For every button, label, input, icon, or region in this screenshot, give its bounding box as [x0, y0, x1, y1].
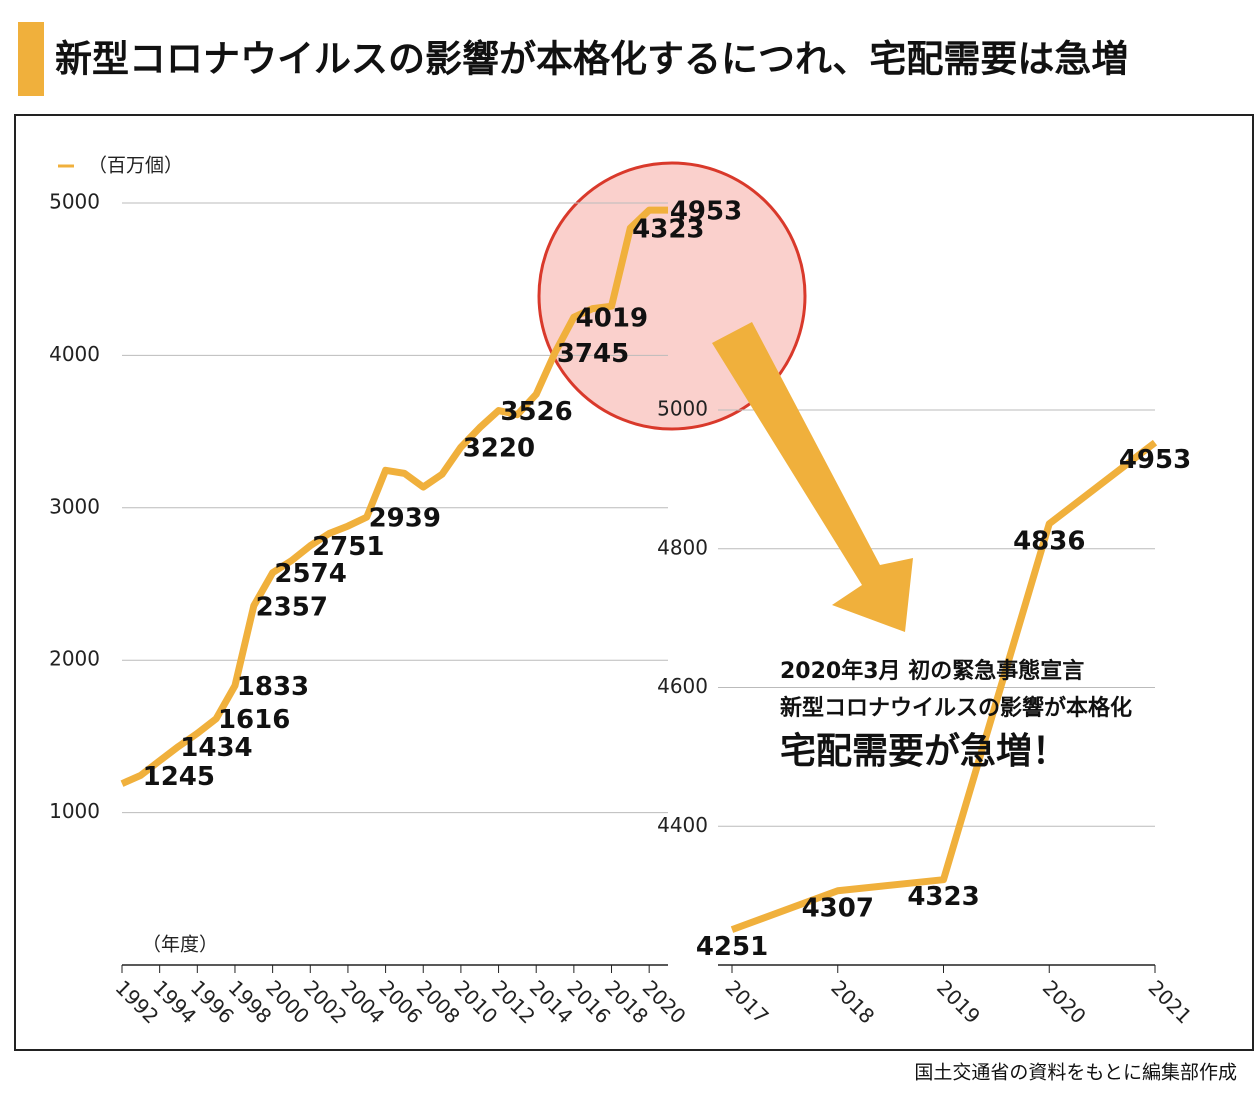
y-tick-label: 3000: [49, 494, 100, 518]
x-tick-label: 1994: [148, 975, 201, 1028]
source: 国土交通省の資料をもとに編集部作成: [914, 1062, 1237, 1084]
x-tick-label: 2002: [299, 975, 352, 1028]
x-tick-label: 2006: [374, 975, 427, 1028]
y-tick-label: 4000: [49, 342, 100, 366]
x-tick-label: 2012: [487, 975, 540, 1028]
data-label: 4323: [907, 882, 979, 912]
data-label: 1245: [143, 762, 215, 792]
data-label: 4836: [1013, 526, 1085, 556]
data-label: 4307: [802, 893, 874, 923]
x-tick-label: 2014: [525, 975, 578, 1028]
data-label: 2751: [312, 532, 384, 562]
x-tick-label: 2008: [412, 975, 465, 1028]
data-label: 3220: [463, 434, 535, 464]
arrow: [712, 322, 913, 632]
x-tick-label: 2016: [562, 975, 615, 1028]
x-tick-label: 2019: [932, 975, 985, 1028]
x-tick-label: 2004: [337, 975, 390, 1028]
x-tick-label: 2021: [1144, 975, 1197, 1028]
annotation: 宅配需要が急増！: [780, 730, 1068, 772]
y-tick-label: 1000: [49, 799, 100, 823]
data-label: 1833: [237, 672, 309, 702]
data-label: 1616: [218, 705, 290, 735]
x-tick-label: 1998: [224, 975, 277, 1028]
x-tick-label: 2018: [826, 975, 879, 1028]
data-label: 3526: [500, 397, 572, 427]
data-label: 3745: [557, 339, 629, 369]
data-label: 4019: [576, 304, 648, 334]
data-line: [120, 206, 668, 787]
x-tick-label: 2000: [261, 975, 314, 1028]
unit-label: （百万個）: [88, 155, 183, 177]
x-axis-label: （年度）: [142, 934, 218, 956]
annotation: 新型コロナウイルスの影響が本格化: [780, 695, 1132, 721]
x-tick-label: 2020: [1038, 975, 1091, 1028]
data-label: 2939: [369, 504, 441, 534]
data-label: 2357: [256, 592, 328, 622]
data-label: 1434: [180, 733, 252, 763]
title-accent: [18, 22, 44, 96]
data-label: 4323: [632, 214, 704, 244]
annotation: 2020年3月 初の緊急事態宣言: [780, 658, 1084, 684]
y-tick-label: 4600: [657, 674, 708, 698]
data-label: 4953: [1119, 445, 1191, 475]
x-tick-label: 2017: [721, 975, 774, 1028]
x-tick-label: 2020: [638, 975, 691, 1028]
y-tick-label: 5000: [49, 190, 100, 214]
y-tick-label: 2000: [49, 647, 100, 671]
data-label: 2574: [274, 559, 346, 589]
y-tick-label: 4400: [657, 813, 708, 837]
data-label: 4953: [670, 197, 742, 227]
x-tick-label: 2018: [600, 975, 653, 1028]
x-tick-label: 1992: [111, 975, 164, 1028]
title: 新型コロナウイルスの影響が本格化するにつれ、宅配需要は急増: [55, 38, 1128, 81]
data-label: 4251: [696, 932, 768, 962]
y-tick-label: 5000: [657, 397, 708, 421]
y-tick-label: 4800: [657, 535, 708, 559]
frame: [14, 114, 1254, 1051]
x-tick-label: 1996: [186, 975, 239, 1028]
data-line: [730, 439, 1158, 933]
x-tick-label: 2010: [449, 975, 502, 1028]
